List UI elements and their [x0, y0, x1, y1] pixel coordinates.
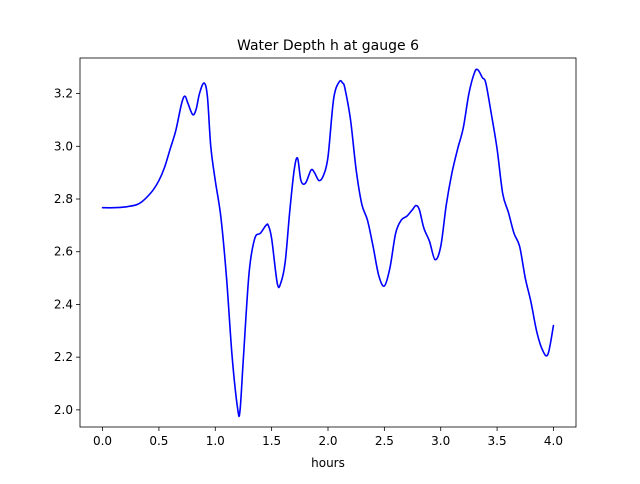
plot-frame [79, 57, 577, 428]
y-tick-label: 2.8 [54, 192, 73, 206]
x-axis-label: hours [311, 456, 345, 470]
y-tick-label: 2.6 [54, 245, 73, 259]
chart-title: Water Depth h at gauge 6 [237, 38, 419, 54]
y-tick-label: 3.0 [54, 139, 73, 153]
y-tick-label: 2.0 [54, 403, 73, 417]
x-axis: 0.0 0.5 1.0 1.5 2.0 2.5 3.0 3.5 4.0 [93, 427, 563, 448]
x-tick-label: 2.0 [318, 434, 337, 448]
y-axis: 2.0 2.2 2.4 2.6 2.8 3.0 3.2 [54, 87, 80, 417]
y-tick-label: 2.2 [54, 350, 73, 364]
y-tick-label: 2.4 [54, 297, 73, 311]
x-tick-label: 2.5 [375, 434, 394, 448]
x-tick-label: 0.5 [149, 434, 168, 448]
x-tick-label: 0.0 [93, 434, 112, 448]
x-tick-label: 3.5 [488, 434, 507, 448]
plot-area [79, 57, 577, 428]
x-tick-label: 1.5 [262, 434, 281, 448]
y-tick-label: 3.2 [54, 87, 73, 101]
x-tick-label: 4.0 [544, 434, 563, 448]
series-line [101, 68, 555, 418]
x-tick-label: 3.0 [431, 434, 450, 448]
x-tick-label: 1.0 [206, 434, 225, 448]
